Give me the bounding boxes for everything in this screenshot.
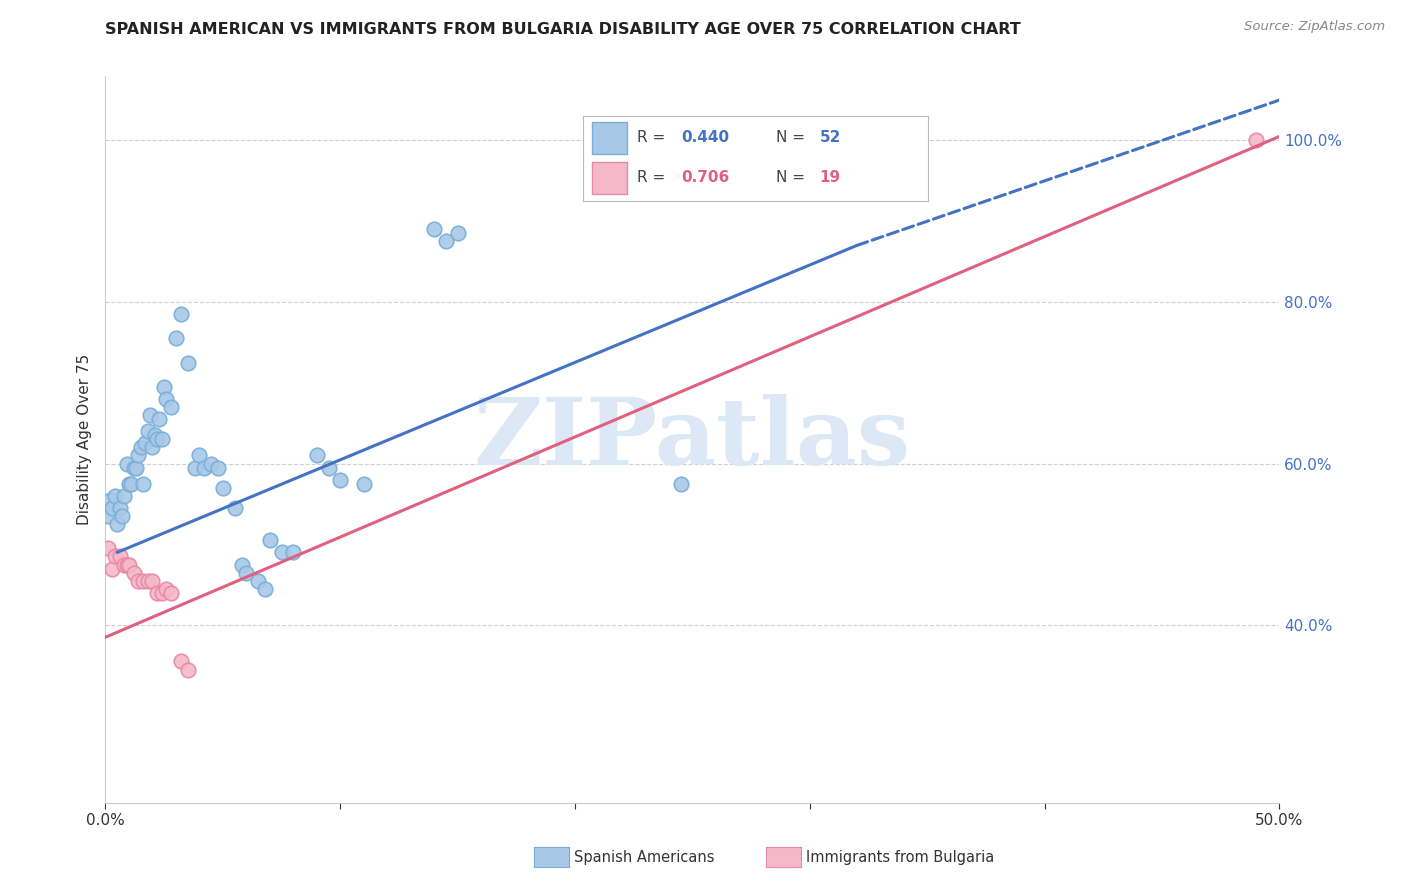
Point (112, 558, 135, 572)
Text: R =: R = (637, 170, 671, 186)
Point (329, 473, 352, 487)
Point (176, 663, 198, 677)
Point (169, 307, 191, 321)
Point (155, 392, 177, 406)
Point (101, 500, 124, 515)
Point (247, 574, 270, 588)
Point (150, 586, 173, 600)
Point (132, 574, 155, 588)
Text: Spanish Americans: Spanish Americans (574, 850, 714, 864)
Point (200, 457, 222, 471)
Point (118, 558, 141, 572)
Point (132, 476, 155, 491)
Point (115, 457, 138, 471)
Point (98, 492, 121, 507)
Point (434, 235, 457, 249)
Text: N =: N = (776, 130, 810, 145)
Point (211, 481, 233, 495)
Point (134, 436, 156, 450)
Point (136, 574, 159, 588)
Point (105, 517, 128, 532)
Point (125, 460, 148, 475)
Point (155, 582, 177, 596)
Point (108, 549, 131, 564)
Text: Source: ZipAtlas.com: Source: ZipAtlas.com (1244, 20, 1385, 33)
Point (115, 558, 138, 572)
FancyBboxPatch shape (592, 122, 627, 154)
Point (165, 331, 187, 345)
Point (127, 449, 149, 463)
Point (270, 545, 292, 559)
Point (169, 655, 191, 669)
Point (669, 476, 692, 491)
Point (129, 441, 152, 455)
Text: 52: 52 (820, 130, 841, 145)
Point (146, 433, 169, 447)
Point (97, 541, 120, 556)
Text: ZIPatlas: ZIPatlas (474, 394, 911, 484)
Point (104, 549, 127, 564)
Point (259, 533, 281, 548)
Text: N =: N = (776, 170, 810, 186)
Point (153, 380, 176, 394)
Text: R =: R = (637, 130, 671, 145)
Point (139, 408, 162, 422)
Point (183, 460, 205, 475)
Point (122, 460, 145, 475)
Point (143, 428, 166, 442)
Point (141, 441, 163, 455)
Point (283, 545, 305, 559)
Point (141, 574, 163, 588)
Point (97, 509, 120, 524)
Point (160, 400, 183, 414)
Point (207, 460, 229, 475)
Point (112, 489, 135, 503)
Point (231, 558, 253, 572)
Point (1244, 133, 1267, 147)
Point (127, 574, 149, 588)
Point (224, 500, 246, 515)
Point (318, 460, 340, 475)
Point (193, 460, 215, 475)
Point (353, 476, 375, 491)
Point (136, 424, 159, 438)
Point (120, 476, 142, 491)
Point (446, 227, 468, 241)
Point (108, 500, 131, 515)
Point (150, 433, 173, 447)
Point (111, 509, 134, 524)
Point (101, 561, 124, 575)
Text: 0.440: 0.440 (682, 130, 730, 145)
Point (188, 449, 211, 463)
Point (254, 582, 277, 596)
Point (160, 586, 183, 600)
Point (122, 566, 145, 580)
Point (176, 355, 198, 369)
Point (305, 449, 328, 463)
Point (146, 586, 169, 600)
Text: Immigrants from Bulgaria: Immigrants from Bulgaria (806, 850, 994, 864)
FancyBboxPatch shape (592, 161, 627, 194)
Point (104, 489, 127, 503)
Text: SPANISH AMERICAN VS IMMIGRANTS FROM BULGARIA DISABILITY AGE OVER 75 CORRELATION : SPANISH AMERICAN VS IMMIGRANTS FROM BULG… (105, 22, 1021, 37)
Point (118, 476, 141, 491)
Point (148, 412, 170, 426)
Y-axis label: Disability Age Over 75: Disability Age Over 75 (77, 354, 93, 524)
Text: 0.706: 0.706 (682, 170, 730, 186)
Point (423, 222, 446, 236)
Text: 19: 19 (820, 170, 841, 186)
Point (235, 566, 257, 580)
